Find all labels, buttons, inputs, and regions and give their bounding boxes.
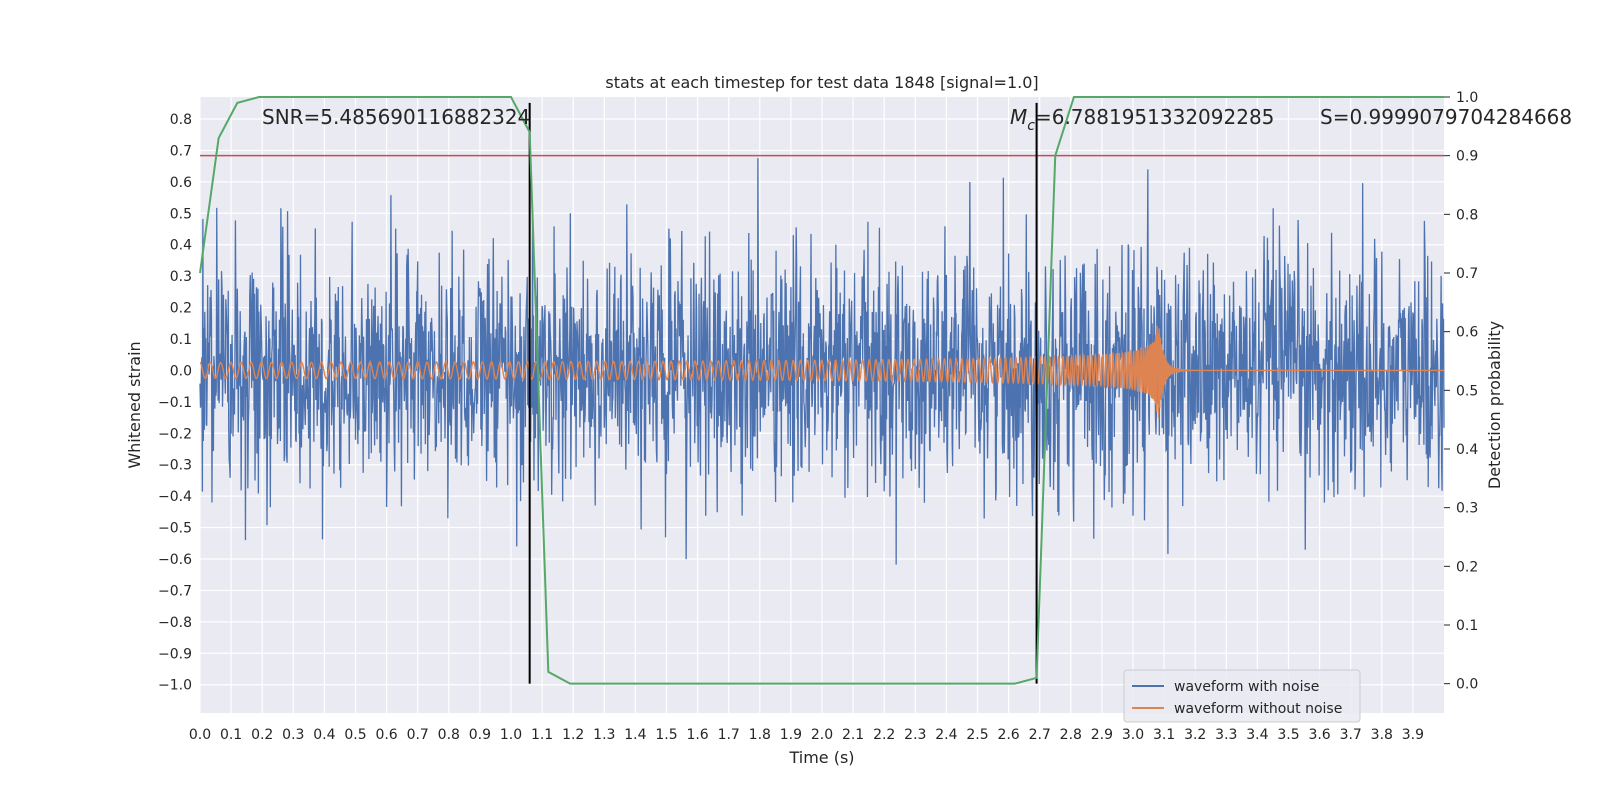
y-tick-label: 0.1: [170, 332, 192, 348]
y-tick-label: −0.2: [158, 426, 192, 442]
x-tick-label: 0.2: [251, 727, 273, 743]
y-tick-label: −0.4: [158, 489, 192, 505]
y-right-tick-label: 0.6: [1456, 325, 1478, 341]
x-tick-label: 2.9: [1091, 727, 1113, 743]
y-tick-label: 0.0: [170, 363, 192, 379]
y-tick-label: −0.3: [158, 458, 192, 474]
y-tick-label: 0.6: [170, 175, 192, 191]
y-right-tick-label: 0.0: [1456, 677, 1478, 693]
x-tick-label: 3.6: [1308, 727, 1330, 743]
series-waveform-with-noise: [199, 158, 1445, 565]
x-tick-label: 3.2: [1184, 727, 1206, 743]
y-right-tick-label: 1.0: [1456, 90, 1478, 106]
y-tick-label: −0.5: [158, 521, 192, 537]
mc-annotation: Mc=6.7881951332092285: [1010, 105, 1274, 134]
x-tick-label: 0.4: [313, 727, 335, 743]
y-right-tick-label: 0.9: [1456, 149, 1478, 165]
x-tick-label: 0.0: [189, 727, 211, 743]
x-tick-label: 1.5: [655, 727, 677, 743]
x-tick-label: 3.8: [1371, 727, 1393, 743]
legend-box: [1123, 669, 1361, 723]
legend-label-clean: waveform without noise: [1174, 701, 1342, 717]
y-right-tick-label: 0.2: [1456, 559, 1478, 575]
x-tick-label: 1.3: [593, 727, 615, 743]
x-tick-label: 3.4: [1246, 727, 1268, 743]
y-tick-label: −0.8: [158, 615, 192, 631]
x-tick-label: 1.7: [718, 727, 740, 743]
y-tick-label: −0.1: [158, 395, 192, 411]
y-axis-label: Whitened strain: [125, 341, 144, 468]
x-tick-label: 0.6: [375, 727, 397, 743]
x-tick-label: 0.8: [438, 727, 460, 743]
y-right-tick-label: 0.8: [1456, 207, 1478, 223]
x-tick-label: 2.8: [1060, 727, 1082, 743]
x-tick-label: 0.7: [407, 727, 429, 743]
mc-subscript: c: [1027, 118, 1035, 134]
snr-annotation: SNR=5.485690116882324: [262, 105, 530, 129]
y-right-tick-label: 0.3: [1456, 501, 1478, 517]
x-tick-label: 2.6: [997, 727, 1019, 743]
x-tick-label: 0.3: [282, 727, 304, 743]
x-tick-label: 0.9: [469, 727, 491, 743]
x-tick-label: 1.9: [780, 727, 802, 743]
x-tick-label: 2.1: [842, 727, 864, 743]
x-tick-label: 1.6: [686, 727, 708, 743]
mc-value: =6.7881951332092285: [1035, 105, 1274, 129]
x-tick-label: 3.7: [1340, 727, 1362, 743]
y-tick-label: −0.9: [158, 646, 192, 662]
x-tick-label: 2.0: [811, 727, 833, 743]
x-tick-label: 3.1: [1153, 727, 1175, 743]
y-tick-label: 0.2: [170, 301, 192, 317]
y-tick-label: 0.4: [170, 238, 192, 254]
x-tick-label: 2.3: [904, 727, 926, 743]
s-annotation: S=0.9999079704284668: [1320, 105, 1572, 129]
x-tick-label: 0.5: [344, 727, 366, 743]
y-right-tick-label: 0.1: [1456, 618, 1478, 634]
y-right-tick-label: 0.7: [1456, 266, 1478, 282]
series-layer: [199, 96, 1445, 685]
x-tick-label: 1.2: [562, 727, 584, 743]
x-tick-label: 1.0: [500, 727, 522, 743]
x-tick-label: 3.5: [1277, 727, 1299, 743]
x-tick-label: 1.4: [624, 727, 646, 743]
y-tick-label: 0.8: [170, 112, 192, 128]
x-tick-label: 3.0: [1122, 727, 1144, 743]
x-tick-label: 3.9: [1402, 727, 1424, 743]
y-tick-label: −1.0: [158, 678, 192, 694]
x-tick-label: 2.5: [966, 727, 988, 743]
y-right-tick-label: 0.5: [1456, 383, 1478, 399]
y-tick-label: 0.7: [170, 143, 192, 159]
y-tick-label: 0.3: [170, 269, 192, 285]
x-tick-label: 1.8: [749, 727, 771, 743]
legend-label-noise: waveform with noise: [1174, 679, 1319, 695]
x-tick-label: 2.7: [1029, 727, 1051, 743]
legend: waveform with noise waveform without noi…: [1123, 669, 1361, 723]
chart-title: stats at each timestep for test data 184…: [605, 73, 1038, 92]
x-tick-label: 0.1: [220, 727, 242, 743]
tick-labels: 0.0 0.1 0.2 0.3 0.4 0.5 0.6 0.7 0.8 0.9 1.0 1.1 1.2 1…: [158, 90, 1478, 743]
x-axis-label: Time (s): [788, 748, 854, 767]
series-detection-probability: [199, 96, 1444, 685]
series-waveform-without-noise: [199, 325, 1444, 418]
x-tick-label: 3.3: [1215, 727, 1237, 743]
y-tick-label: 0.5: [170, 206, 192, 222]
x-tick-label: 2.2: [873, 727, 895, 743]
y-right-axis-label: Detection probability: [1485, 321, 1504, 489]
x-tick-label: 2.4: [935, 727, 957, 743]
x-tick-label: 1.1: [531, 727, 553, 743]
y-right-tick-label: 0.4: [1456, 442, 1478, 458]
y-tick-label: −0.6: [158, 552, 192, 568]
y-tick-label: −0.7: [158, 583, 192, 599]
mc-symbol: M: [1010, 105, 1027, 129]
